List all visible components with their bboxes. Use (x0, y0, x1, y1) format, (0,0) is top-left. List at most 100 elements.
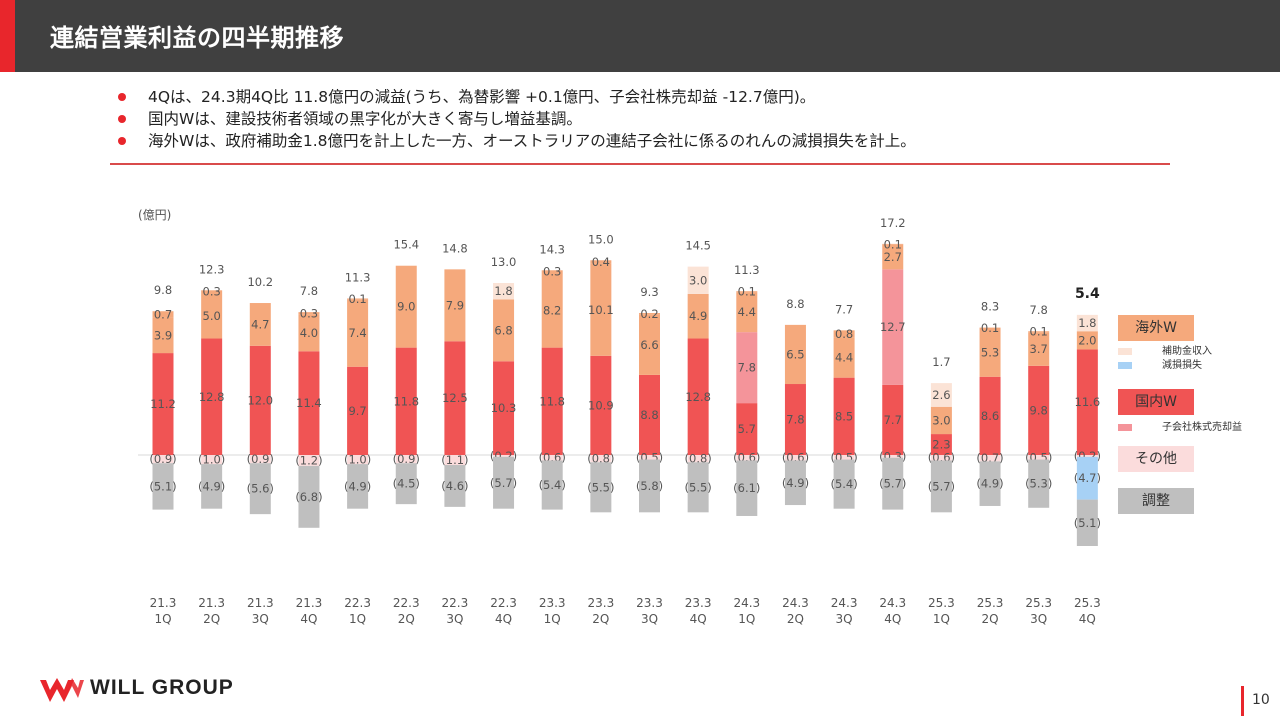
data-label-kokunai: 11.6 (1075, 395, 1101, 409)
data-label-chosei: (5.1) (1074, 516, 1101, 530)
bar-kaigai (152, 317, 174, 354)
bar-kaigai (1028, 332, 1050, 366)
bar-sonota (541, 455, 563, 461)
bar-kaigai (833, 337, 855, 378)
total-label: 17.2 (880, 216, 906, 230)
data-label-chosei: (5.7) (928, 479, 955, 493)
x-tick-year: 23.3 (685, 596, 712, 610)
bar-chosei (444, 465, 466, 507)
x-tick-quarter: 4Q (300, 612, 317, 626)
bar-chosei (979, 461, 1001, 506)
data-label-kokunai: 12.5 (442, 391, 468, 405)
data-label-kokunai: 8.6 (981, 409, 999, 423)
bar-sonota (249, 455, 271, 464)
legend-hojokin-swatch (1118, 348, 1132, 355)
data-label-chosei: (5.8) (636, 479, 663, 493)
x-tick-year: 21.3 (150, 596, 177, 610)
data-label-kokunai: 12.0 (247, 393, 273, 407)
bar-hojokin (1076, 314, 1098, 332)
bar-kaigai (639, 313, 660, 315)
page-title: 連結営業利益の四半期推移 (50, 24, 344, 52)
total-label: 7.7 (835, 302, 853, 316)
data-label-kaigai: 3.0 (932, 413, 950, 427)
bullet-text: 海外Wは、政府補助金1.8億円を計上した一方、オーストラリアの連結子会社に係るの… (148, 132, 916, 150)
data-label-kaigai: 0.4 (592, 255, 610, 269)
legend-genson-swatch (1118, 362, 1132, 369)
data-label-kaigai: 0.3 (300, 306, 318, 320)
x-tick-year: 24.3 (831, 596, 858, 610)
data-label-kaigai: 4.0 (300, 326, 318, 340)
x-tick-year: 22.3 (344, 596, 371, 610)
total-label: 14.8 (442, 241, 468, 255)
data-label-kaigai: 2.0 (1078, 333, 1096, 347)
total-label: 1.7 (932, 355, 950, 369)
data-label-kaigai: 6.6 (640, 338, 658, 352)
bar-chosei (687, 462, 709, 513)
bar-hojokin (930, 383, 952, 407)
bullet-dot (118, 93, 126, 101)
bar-sonota (979, 455, 1001, 462)
x-tick-year: 23.3 (539, 596, 566, 610)
data-label-kaigai: 4.4 (835, 351, 853, 365)
data-label-chosei: (6.8) (295, 490, 322, 504)
data-label-chosei: (4.9) (976, 477, 1003, 491)
data-label-kokunai: 8.5 (835, 409, 853, 423)
bar-hojokin (687, 266, 709, 294)
bar-kaigai (444, 269, 466, 342)
data-label-chosei: (4.5) (393, 477, 420, 491)
bar-kaigai (882, 244, 904, 270)
data-label-kaigai: 0.1 (884, 237, 902, 251)
bar-kaigai (882, 243, 904, 245)
bar-kokunai (1028, 365, 1050, 455)
unit-label: (億円) (138, 208, 171, 222)
x-tick-year: 25.3 (1074, 596, 1101, 610)
bar-chosei (930, 460, 952, 513)
bar-kaigai (590, 263, 612, 356)
data-label-chosei: (5.5) (685, 480, 712, 494)
bar-chosei (298, 465, 320, 528)
bar-chosei (590, 462, 612, 513)
bar-kaigai (201, 293, 223, 339)
bar-chosei (639, 459, 660, 513)
data-label-kaigai: 0.1 (981, 321, 999, 335)
data-label-kokunai: 5.7 (738, 422, 756, 436)
x-tick-quarter: 3Q (446, 612, 463, 626)
data-label-kaigai: 4.9 (689, 309, 707, 323)
total-label: 13.0 (491, 255, 517, 269)
data-label-kaigai: 4.4 (738, 305, 756, 319)
data-label-chosei: (5.3) (1025, 477, 1052, 491)
data-label-kaigai: 0.1 (738, 285, 756, 299)
bar-kokunai (444, 341, 466, 455)
bar-kokunai (395, 347, 417, 455)
bullet-text: 4Qは、24.3期4Q比 11.8億円の減益(うち、為替影響 +0.1億円、子会… (148, 88, 816, 106)
bar-chosei (541, 460, 563, 510)
total-label: 9.3 (640, 285, 658, 299)
data-label-chosei: (5.1) (149, 479, 176, 493)
bar-kaigai (201, 290, 223, 294)
data-label-hojokin: 1.8 (494, 284, 512, 298)
data-label-sonota: (0.9) (149, 452, 176, 466)
data-label-sonota: (0.9) (393, 452, 420, 466)
bar-kaigai (541, 273, 563, 348)
data-label-hojokin: 2.6 (932, 388, 950, 402)
bar-sonota (347, 455, 369, 465)
bullet-text: 国内Wは、建設技術者領域の黒字化が大きく寄与し増益基調。 (148, 110, 582, 128)
bar-chosei (833, 459, 855, 509)
total-label: 8.8 (786, 297, 804, 311)
bar-kaigai (298, 312, 320, 315)
data-label-chosei: (4.6) (441, 479, 468, 493)
bar-kokunai (541, 347, 563, 455)
divider-rule (110, 163, 1170, 165)
data-label-kaigai: 6.5 (786, 347, 804, 361)
total-label: 7.8 (1030, 303, 1048, 317)
data-label-chosei: (6.1) (733, 481, 760, 495)
data-label-kokunai: 9.8 (1030, 403, 1048, 417)
bar-sonota (833, 455, 855, 460)
bar-kaigai (833, 330, 855, 338)
x-tick-quarter: 1Q (349, 612, 366, 626)
legend-sonota: その他 (1118, 446, 1194, 472)
data-label-kaigai: 9.0 (397, 300, 415, 314)
bullet-item: 国内Wは、建設技術者領域の黒字化が大きく寄与し増益基調。 (118, 108, 916, 130)
data-label-kokunai: 10.3 (491, 401, 517, 415)
data-label-kaigai: 10.1 (588, 303, 614, 317)
